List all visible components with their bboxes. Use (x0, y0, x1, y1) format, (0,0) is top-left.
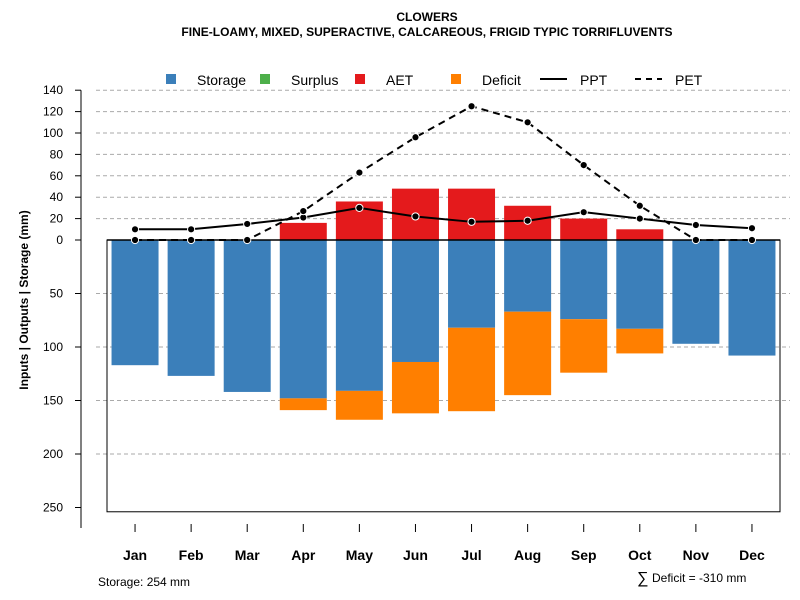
bar-storage (111, 240, 159, 366)
legend-swatch-deficit (451, 74, 461, 84)
y-tick-label: 0 (56, 233, 63, 247)
chart-title: CLOWERS (396, 10, 457, 24)
bar-deficit (391, 361, 439, 414)
point-ppt (523, 216, 532, 225)
point-pet (243, 235, 252, 245)
legend: Storage Surplus AET Deficit PPT PET (166, 72, 703, 88)
point-pet (467, 102, 476, 111)
point-ppt (243, 219, 252, 229)
bar-storage (560, 240, 608, 320)
point-ppt (130, 225, 140, 234)
point-pet (691, 235, 700, 245)
line-pet (135, 105, 752, 241)
x-tick-label: Dec (739, 547, 765, 563)
bars (111, 188, 776, 420)
point-pet (635, 201, 644, 210)
y-tick-label: 100 (43, 126, 63, 140)
point-ppt (579, 208, 588, 217)
bar-deficit (448, 327, 496, 412)
bar-storage (391, 240, 439, 362)
y-axis-label: Inputs | Outputs | Storage (mm) (17, 210, 31, 389)
legend-label-deficit: Deficit (482, 72, 521, 88)
bar-deficit (504, 311, 552, 396)
legend-swatch-surplus (260, 74, 270, 84)
legend-swatch-aet (355, 74, 365, 84)
bar-storage (167, 240, 215, 376)
bar-storage (335, 240, 383, 391)
sum-symbol: ∑ (637, 570, 648, 587)
legend-label-pet: PET (675, 72, 703, 88)
bar-aet (448, 188, 496, 240)
x-tick-label: Oct (628, 547, 652, 563)
legend-swatch-storage (166, 74, 176, 84)
y-tick-label: 60 (50, 169, 64, 183)
y-tick-label: 200 (43, 447, 63, 461)
point-pet (355, 168, 364, 177)
y-tick-label: 120 (43, 105, 63, 119)
y-tick-label: 50 (50, 287, 64, 301)
storage-footnote: Storage: 254 mm (98, 575, 190, 589)
point-ppt (635, 214, 644, 223)
x-tick-label: Nov (683, 547, 710, 563)
point-ppt (747, 224, 757, 233)
x-tick-label: Jan (123, 547, 147, 563)
legend-label-storage: Storage (197, 72, 246, 88)
point-ppt (691, 220, 700, 230)
series-lines (130, 102, 757, 245)
x-tick-label: Jul (461, 547, 481, 563)
legend-label-ppt: PPT (580, 72, 608, 88)
x-tick-label: Aug (514, 547, 541, 563)
y-tick-label: 140 (43, 83, 63, 97)
bar-aet (616, 229, 664, 240)
point-pet (130, 235, 140, 245)
bar-storage (504, 240, 552, 312)
y-tick-label: 100 (43, 340, 63, 354)
y-tick-label: 150 (43, 394, 63, 408)
bar-storage (672, 240, 720, 344)
line-ppt (135, 206, 753, 231)
point-pet (747, 235, 757, 245)
x-tick-label: Mar (235, 547, 260, 563)
point-pet (299, 207, 308, 216)
legend-label-aet: AET (386, 72, 414, 88)
bar-deficit (335, 390, 383, 420)
point-ppt (467, 217, 476, 226)
bar-deficit (279, 398, 327, 411)
x-tick-label: Apr (291, 547, 316, 563)
point-ppt (187, 225, 196, 234)
point-pet (523, 118, 532, 127)
legend-label-surplus: Surplus (291, 72, 338, 88)
bar-aet (279, 222, 327, 240)
x-tick-label: May (346, 547, 373, 563)
bar-storage (279, 240, 327, 399)
bar-deficit (616, 328, 664, 354)
point-pet (187, 235, 196, 245)
deficit-footnote: Deficit = -310 mm (652, 571, 746, 585)
y-tick-label: 40 (50, 190, 64, 204)
bar-deficit (560, 319, 608, 373)
bar-storage (728, 240, 776, 356)
bar-storage (616, 240, 664, 329)
y-tick-label: 80 (50, 147, 64, 161)
x-tick-label: Feb (179, 547, 204, 563)
x-tick-label: Jun (403, 547, 428, 563)
point-ppt (411, 212, 420, 221)
point-ppt (355, 203, 364, 212)
point-pet (579, 161, 588, 170)
gridlines (96, 89, 790, 455)
bar-storage (448, 240, 496, 328)
chart-subtitle: FINE-LOAMY, MIXED, SUPERACTIVE, CALCAREO… (181, 25, 672, 39)
bar-aet (560, 218, 608, 240)
x-tick-label: Sep (571, 547, 597, 563)
bar-storage (223, 240, 271, 392)
point-pet (411, 133, 420, 142)
y-tick-label: 20 (50, 212, 64, 226)
y-tick-label: 250 (43, 501, 63, 515)
